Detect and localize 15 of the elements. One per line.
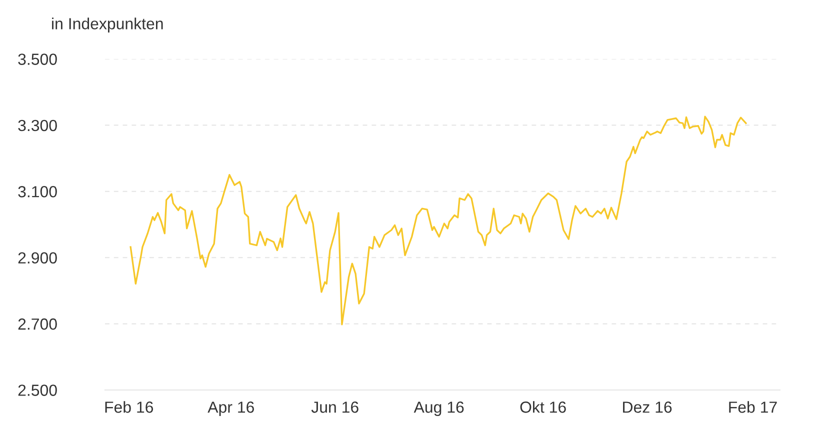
y-axis-title: in Indexpunkten	[52, 18, 163, 33]
y-tick-label: 3.300	[18, 120, 57, 132]
y-tick-label: 2.500	[18, 384, 57, 396]
y-tick-label: 3.500	[18, 54, 57, 65]
x-tick-label: Aug 16	[414, 402, 464, 416]
line-series	[130, 116, 747, 326]
x-tick-label: Okt 16	[520, 401, 566, 413]
y-tick-label: 2.700	[18, 318, 57, 330]
y-tick-label: 3.100	[18, 186, 57, 198]
x-tick-label: Feb 17	[729, 401, 777, 413]
y-tick-label: 2.900	[18, 252, 57, 264]
x-tick-label: Jun 16	[311, 402, 358, 413]
x-tick-label: Dez 16	[623, 402, 672, 413]
x-tick-label: Feb 16	[105, 401, 154, 413]
x-tick-label: Apr 16	[208, 402, 254, 416]
